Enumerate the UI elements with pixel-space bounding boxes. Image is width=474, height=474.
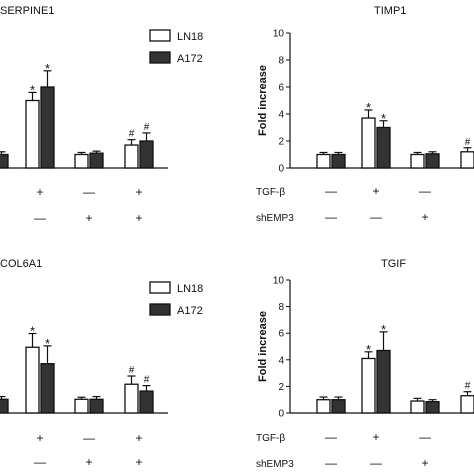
condition-mark: +	[135, 211, 142, 225]
significance-mark: *	[45, 336, 50, 351]
y-tick-label: 2	[278, 382, 284, 393]
significance-mark: #	[129, 129, 135, 140]
significance-mark: *	[366, 100, 371, 115]
legend-label: LN18	[177, 283, 203, 295]
significance-mark: *	[45, 61, 50, 76]
significance-mark: #	[465, 381, 471, 392]
bar-ln18	[361, 117, 376, 169]
condition-mark: —	[370, 456, 382, 470]
legend-swatch	[149, 51, 171, 64]
bar-a172	[376, 349, 391, 414]
legend-swatch	[149, 303, 171, 316]
significance-mark: *	[381, 322, 386, 337]
condition-mark: +	[421, 210, 428, 224]
condition-label: shEMP3	[256, 213, 294, 224]
condition-mark: +	[372, 430, 379, 444]
y-tick-label: 6	[278, 329, 284, 340]
chart-title: TGIF	[381, 258, 406, 270]
bar-a172	[331, 399, 346, 414]
significance-mark: *	[366, 342, 371, 357]
bar-ln18	[74, 153, 89, 169]
chart-title: SERPINE1	[0, 5, 54, 17]
legend-swatch	[149, 29, 171, 42]
legend-swatch	[149, 281, 171, 294]
significance-mark: #	[465, 137, 471, 148]
bar-a172	[0, 398, 9, 414]
condition-mark: +	[135, 185, 142, 199]
bar-a172	[89, 398, 104, 414]
condition-mark: +	[372, 184, 379, 198]
condition-mark: —	[83, 185, 95, 199]
bar-ln18	[410, 400, 425, 414]
condition-mark: +	[135, 455, 142, 469]
significance-mark: #	[144, 375, 150, 386]
condition-mark: —	[34, 211, 46, 225]
y-tick-label: 8	[278, 302, 284, 313]
y-tick-label: 0	[278, 409, 284, 420]
bar-a172	[139, 390, 154, 414]
condition-mark: —	[325, 430, 337, 444]
y-tick-label: 4	[278, 355, 284, 366]
condition-mark: +	[36, 431, 43, 445]
condition-mark: +	[85, 455, 92, 469]
bar-ln18	[316, 153, 331, 169]
bar-ln18	[124, 144, 139, 169]
condition-mark: —	[34, 455, 46, 469]
bar-a172	[425, 153, 440, 169]
chart-title: TIMP1	[374, 5, 406, 17]
chart-title: COL6A1	[0, 258, 42, 270]
bar-ln18	[74, 398, 89, 414]
bar-ln18	[460, 395, 474, 414]
condition-label: TGF-β	[256, 433, 285, 444]
bar-a172	[40, 86, 55, 169]
bar-a172	[376, 126, 391, 169]
significance-mark: #	[144, 122, 150, 133]
condition-mark: +	[36, 185, 43, 199]
bar-a172	[139, 140, 154, 169]
condition-mark: —	[370, 210, 382, 224]
condition-mark: —	[325, 210, 337, 224]
condition-label: shEMP3	[256, 459, 294, 470]
significance-mark: *	[30, 82, 35, 97]
bar-a172	[40, 363, 55, 414]
bar-ln18	[25, 346, 40, 414]
legend-label: LN18	[177, 31, 203, 43]
bar-a172	[425, 401, 440, 414]
bar-a172	[89, 152, 104, 169]
y-tick-label: 10	[273, 276, 285, 287]
bar-a172	[331, 153, 346, 169]
condition-mark: —	[419, 430, 431, 444]
condition-label: TGF-β	[256, 187, 285, 198]
condition-mark: +	[421, 456, 428, 470]
y-tick-label: 2	[278, 137, 284, 148]
bar-ln18	[410, 153, 425, 169]
bar-ln18	[460, 151, 474, 169]
condition-mark: —	[83, 431, 95, 445]
y-tick-label: 8	[278, 56, 284, 67]
y-tick-label: 0	[278, 164, 284, 175]
significance-mark: *	[381, 111, 386, 126]
y-axis-label: Fold increase	[257, 65, 269, 136]
condition-mark: —	[325, 184, 337, 198]
y-tick-label: 6	[278, 83, 284, 94]
bar-ln18	[361, 357, 376, 414]
condition-mark: +	[135, 431, 142, 445]
condition-mark: —	[325, 456, 337, 470]
y-tick-label: 4	[278, 110, 284, 121]
legend-label: A172	[177, 305, 203, 317]
y-axis-label: Fold increase	[257, 311, 269, 382]
bar-ln18	[25, 99, 40, 169]
bar-ln18	[124, 383, 139, 414]
legend-label: A172	[177, 53, 203, 65]
condition-mark: —	[419, 184, 431, 198]
condition-mark: +	[85, 211, 92, 225]
y-tick-label: 10	[273, 29, 285, 40]
significance-mark: #	[129, 365, 135, 376]
bar-ln18	[316, 399, 331, 414]
bar-a172	[0, 153, 9, 169]
significance-mark: *	[30, 324, 35, 339]
